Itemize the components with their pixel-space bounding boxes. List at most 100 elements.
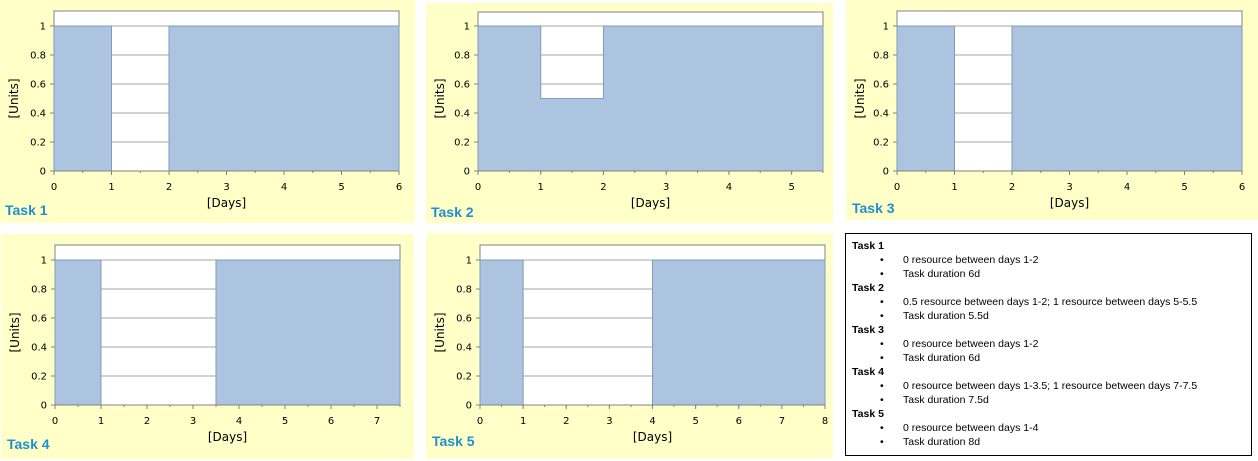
- x-tick-label: 4: [1124, 182, 1130, 193]
- x-tick-label: 3: [606, 416, 612, 427]
- y-tick-label: 0.8: [456, 285, 472, 296]
- x-tick-label: 5: [692, 416, 698, 427]
- area-series: [477, 25, 824, 172]
- y-axis-title: [Units]: [7, 78, 21, 118]
- task-3-label: Task 3: [852, 200, 895, 216]
- note-item: 0.5 resource between days 1-2; 1 resourc…: [880, 295, 1245, 309]
- x-tick-label: 8: [822, 416, 828, 427]
- x-tick-label: 6: [1239, 182, 1245, 193]
- y-tick-label: 0.8: [454, 51, 470, 62]
- x-tick-label: 1: [520, 416, 526, 427]
- y-axis-title: [Units]: [8, 312, 22, 352]
- y-tick-label: 1: [40, 22, 46, 33]
- y-tick-label: 0.2: [454, 138, 470, 149]
- x-tick-label: 1: [108, 182, 114, 193]
- y-tick-label: 0.4: [873, 109, 889, 120]
- x-tick-label: 7: [779, 416, 785, 427]
- chart-panel-task-1: 0 0.2 0.4 0.6 0.8 1 0 1 2 3 4 5 6 [Days] [Units] Task …: [0, 0, 415, 223]
- y-tick-label: 0.6: [454, 80, 470, 91]
- note-task-1: Task 1 0 resource between days 1-2 Task …: [852, 239, 1245, 281]
- x-tick-label: 4: [236, 416, 242, 427]
- x-axis-title: [Days]: [631, 196, 670, 210]
- x-tick-label: 3: [663, 182, 669, 193]
- x-tick-label: 5: [282, 416, 288, 427]
- chart-task-2: 0 0.2 0.4 0.6 0.8 1 0 1 2 3 4 5 [Days] [Units]: [433, 11, 824, 210]
- note-item: Task duration 8d: [880, 435, 1245, 449]
- x-tick-label: 2: [1009, 182, 1015, 193]
- x-tick-label: 3: [1066, 182, 1072, 193]
- x-tick-label: 3: [223, 182, 229, 193]
- x-tick-label: 2: [166, 182, 172, 193]
- chart-task-3: 0 0.2 0.4 0.6 0.8 1 0 1 2 3 4 5 6 [Days] [Units]: [853, 10, 1245, 210]
- y-tick-label: 0.2: [31, 372, 47, 383]
- note-title: Task 5: [852, 408, 884, 420]
- y-tick-label: 0: [466, 401, 472, 412]
- y-tick-label: 0: [40, 167, 46, 178]
- y-tick-label: 0: [464, 167, 470, 178]
- chart-panel-task-2: 0 0.2 0.4 0.6 0.8 1 0 1 2 3 4 5 [Days] [Units] Task 2: [426, 3, 833, 223]
- x-axis-title: [Days]: [208, 430, 247, 444]
- y-tick-label: 0.6: [31, 314, 47, 325]
- x-tick-label: 5: [1181, 182, 1187, 193]
- x-tick-label: 6: [396, 182, 402, 193]
- x-tick-label: 0: [52, 416, 58, 427]
- y-tick-label: 1: [883, 22, 889, 33]
- y-tick-label: 0: [41, 401, 47, 412]
- x-tick-label: 2: [600, 182, 606, 193]
- x-axis-title: [Days]: [1050, 196, 1089, 210]
- area-series: [53, 25, 400, 172]
- y-tick-label: 0.2: [30, 138, 46, 149]
- task-2-label: Task 2: [431, 204, 474, 220]
- note-item: 0 resource between days 1-4: [880, 421, 1245, 435]
- x-tick-label: 1: [538, 182, 544, 193]
- x-tick-label: 3: [190, 416, 196, 427]
- y-tick-label: 1: [464, 22, 470, 33]
- chart-panel-task-4: 0 0.2 0.4 0.6 0.8 1 0 1 2 3 4 5 6 7 [Days] [Units] Task…: [1, 234, 414, 459]
- note-title: Task 4: [852, 366, 884, 378]
- x-axis-title: [Days]: [207, 196, 246, 210]
- y-tick-label: 0.8: [30, 51, 46, 62]
- x-tick-label: 0: [51, 182, 57, 193]
- x-tick-label: 4: [281, 182, 287, 193]
- x-tick-label: 4: [649, 416, 655, 427]
- x-tick-label: 6: [736, 416, 742, 427]
- note-item: Task duration 6d: [880, 351, 1245, 365]
- task-1-label: Task 1: [5, 202, 48, 218]
- x-tick-label: 0: [477, 416, 483, 427]
- note-item: 0 resource between days 1-2: [880, 253, 1245, 267]
- note-task-4: Task 4 0 resource between days 1-3.5; 1 …: [852, 365, 1245, 407]
- area-series: [896, 25, 1243, 172]
- x-axis-title: [Days]: [633, 430, 672, 444]
- task-notes-box: Task 1 0 resource between days 1-2 Task …: [845, 233, 1252, 456]
- y-tick-label: 0.8: [31, 285, 47, 296]
- x-tick-label: 1: [951, 182, 957, 193]
- note-title: Task 1: [852, 240, 884, 252]
- note-task-2: Task 2 0.5 resource between days 1-2; 1 …: [852, 281, 1245, 323]
- x-tick-label: 0: [894, 182, 900, 193]
- note-item: 0 resource between days 1-3.5; 1 resourc…: [880, 379, 1245, 393]
- y-axis-title: [Units]: [433, 312, 447, 352]
- y-tick-label: 0.6: [456, 314, 472, 325]
- y-tick-label: 0.6: [873, 80, 889, 91]
- x-tick-label: 1: [98, 416, 104, 427]
- y-tick-label: 1: [466, 256, 472, 267]
- note-item: Task duration 6d: [880, 267, 1245, 281]
- note-item: Task duration 7.5d: [880, 393, 1245, 407]
- task-5-label: Task 5: [432, 433, 475, 449]
- y-tick-label: 0.4: [454, 109, 470, 120]
- chart-panel-task-3: 0 0.2 0.4 0.6 0.8 1 0 1 2 3 4 5 6 [Days] [Units] Task …: [846, 0, 1258, 220]
- x-tick-label: 7: [374, 416, 380, 427]
- y-tick-label: 0.4: [456, 343, 472, 354]
- x-tick-label: 2: [563, 416, 569, 427]
- x-tick-label: 6: [328, 416, 334, 427]
- note-title: Task 3: [852, 324, 884, 336]
- y-tick-label: 0.4: [30, 109, 46, 120]
- y-tick-label: 0: [883, 167, 889, 178]
- y-tick-label: 0.2: [456, 372, 472, 383]
- chart-panel-task-5: 0 0.2 0.4 0.6 0.8 1 0 1 2 3 4 5 6 7 8 [Days] [Units] Tas…: [426, 233, 833, 458]
- x-tick-label: 5: [338, 182, 344, 193]
- note-item: 0 resource between days 1-2: [880, 337, 1245, 351]
- y-tick-label: 0.4: [31, 343, 47, 354]
- y-axis-title: [Units]: [853, 78, 867, 118]
- x-tick-label: 2: [144, 416, 150, 427]
